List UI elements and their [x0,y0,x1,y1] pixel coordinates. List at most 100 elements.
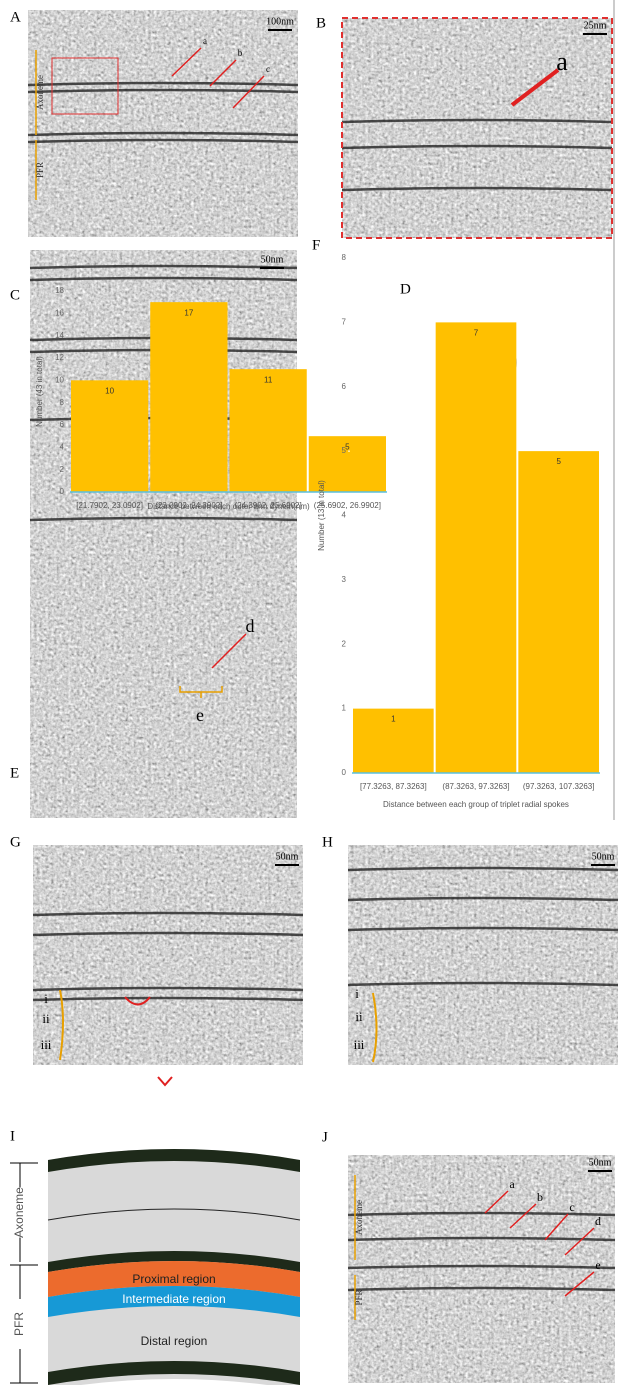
panel-label: I [10,1128,15,1144]
y-tick-label: 4 [60,442,65,451]
data-label: 1 [391,715,396,724]
micrograph-filament [27,138,299,144]
data-label: 5 [345,442,350,451]
label-bg [13,1299,27,1349]
bracket-label: Axoneme [12,1187,26,1238]
micrograph-filament [347,866,619,872]
membrane [48,1361,300,1385]
micrograph-filament [32,986,304,992]
bar [71,380,149,492]
x-tick-label: (97.3263, 107.3263] [523,782,595,791]
micrograph-filament [29,276,298,282]
x-tick-label: (25.6902, 26.9902] [314,501,381,510]
panel-label: D [400,281,411,297]
annotation-label: iii [41,1037,52,1052]
annotation-arrow [564,1271,595,1297]
annotation-label: a [509,1177,515,1191]
x-axis-label: Distance between each outer-arm dynein(n… [147,502,310,511]
annotation-label: a [556,47,568,76]
scale-label: 25nm [584,20,607,31]
micrograph-filament [347,1264,616,1270]
intermediate-region [48,1286,300,1317]
micrograph-filament [29,516,298,522]
marker [124,996,173,1087]
micrograph [28,10,298,237]
panel-label: C [10,287,20,303]
annotation-label: b [238,48,243,58]
region-label: Intermediate region [122,1292,225,1306]
micrograph-filament [27,88,299,94]
annotation-label: a [203,36,207,46]
y-tick-label: 0 [60,487,65,496]
micrograph-filament [27,81,299,87]
scale-label: 50nm [261,254,284,265]
y-tick-label: 16 [55,308,64,317]
annotation-label: e [595,1258,600,1272]
annotation-label: c [569,1200,574,1214]
annotation-arrow [209,59,237,87]
annotation-label: ii [42,1011,50,1026]
y-tick-label: 8 [342,253,347,262]
annotation-arrow [510,68,560,107]
x-tick-label: (87.3263, 97.3263] [442,782,509,791]
y-axis-label: Number (43 in total) [35,356,44,427]
y-tick-label: 10 [55,375,64,384]
panel-label: A [10,9,21,25]
annotation-arrow [232,75,265,109]
micrograph-filament [32,996,304,1002]
annotation-arrow [211,633,247,669]
y-tick-label: 5 [342,446,347,455]
micrograph-border [341,17,613,239]
micrograph-filament [347,896,619,902]
panel-label: E [10,765,19,781]
bracket [179,686,223,698]
panel-label: G [10,834,21,850]
data-label: 7 [474,328,479,337]
scale-label: 50nm [276,851,299,862]
annotation-label: d [246,616,255,636]
bar [150,302,228,492]
y-tick-label: 7 [342,317,347,326]
label-bg [13,1187,27,1238]
x-tick-label: [77.3263, 87.3263] [360,782,427,791]
micrograph-filament [347,1211,616,1217]
micrograph [348,845,618,1065]
micrograph-filament [32,911,304,917]
bar [229,369,307,492]
annotation-arrow [509,1203,537,1229]
annotation-label: d [595,1214,601,1228]
y-tick-label: 3 [342,575,347,584]
y-tick-label: 0 [342,768,347,777]
micrograph-filament [347,981,619,987]
micrograph [33,845,303,1065]
micrograph-filament [347,1286,616,1292]
bar [308,436,386,492]
scale-label: 100nm [266,16,294,27]
axoneme-line [47,1208,301,1221]
panel-label: H [322,834,333,850]
annotation-label: i [44,991,48,1006]
y-tick-label: 6 [342,382,347,391]
annotation-label: ii [355,1009,363,1024]
y-tick-label: 14 [55,331,64,340]
y-tick-label: 18 [55,286,64,295]
y-tick-label: 6 [60,420,65,429]
annotation-label: b [537,1190,543,1204]
membrane [48,1149,300,1172]
y-tick-label: 2 [342,639,347,648]
bar [518,451,599,773]
data-label: 10 [105,386,114,395]
y-tick-label: 1 [342,704,347,713]
data-label: 5 [556,457,561,466]
annotation-arrow [484,1190,509,1214]
micrograph-filament [341,144,613,150]
x-tick-label: [21.7902, 23.0902] [76,501,143,510]
data-label: 17 [184,308,193,317]
panel-label: B [316,15,326,31]
y-tick-label: 8 [60,398,65,407]
region-label: Distal region [141,1334,208,1348]
annotation-arrow [564,1227,595,1256]
panel-label: J [322,1129,328,1145]
x-axis-label: Distance between each group of triplet r… [383,800,569,809]
